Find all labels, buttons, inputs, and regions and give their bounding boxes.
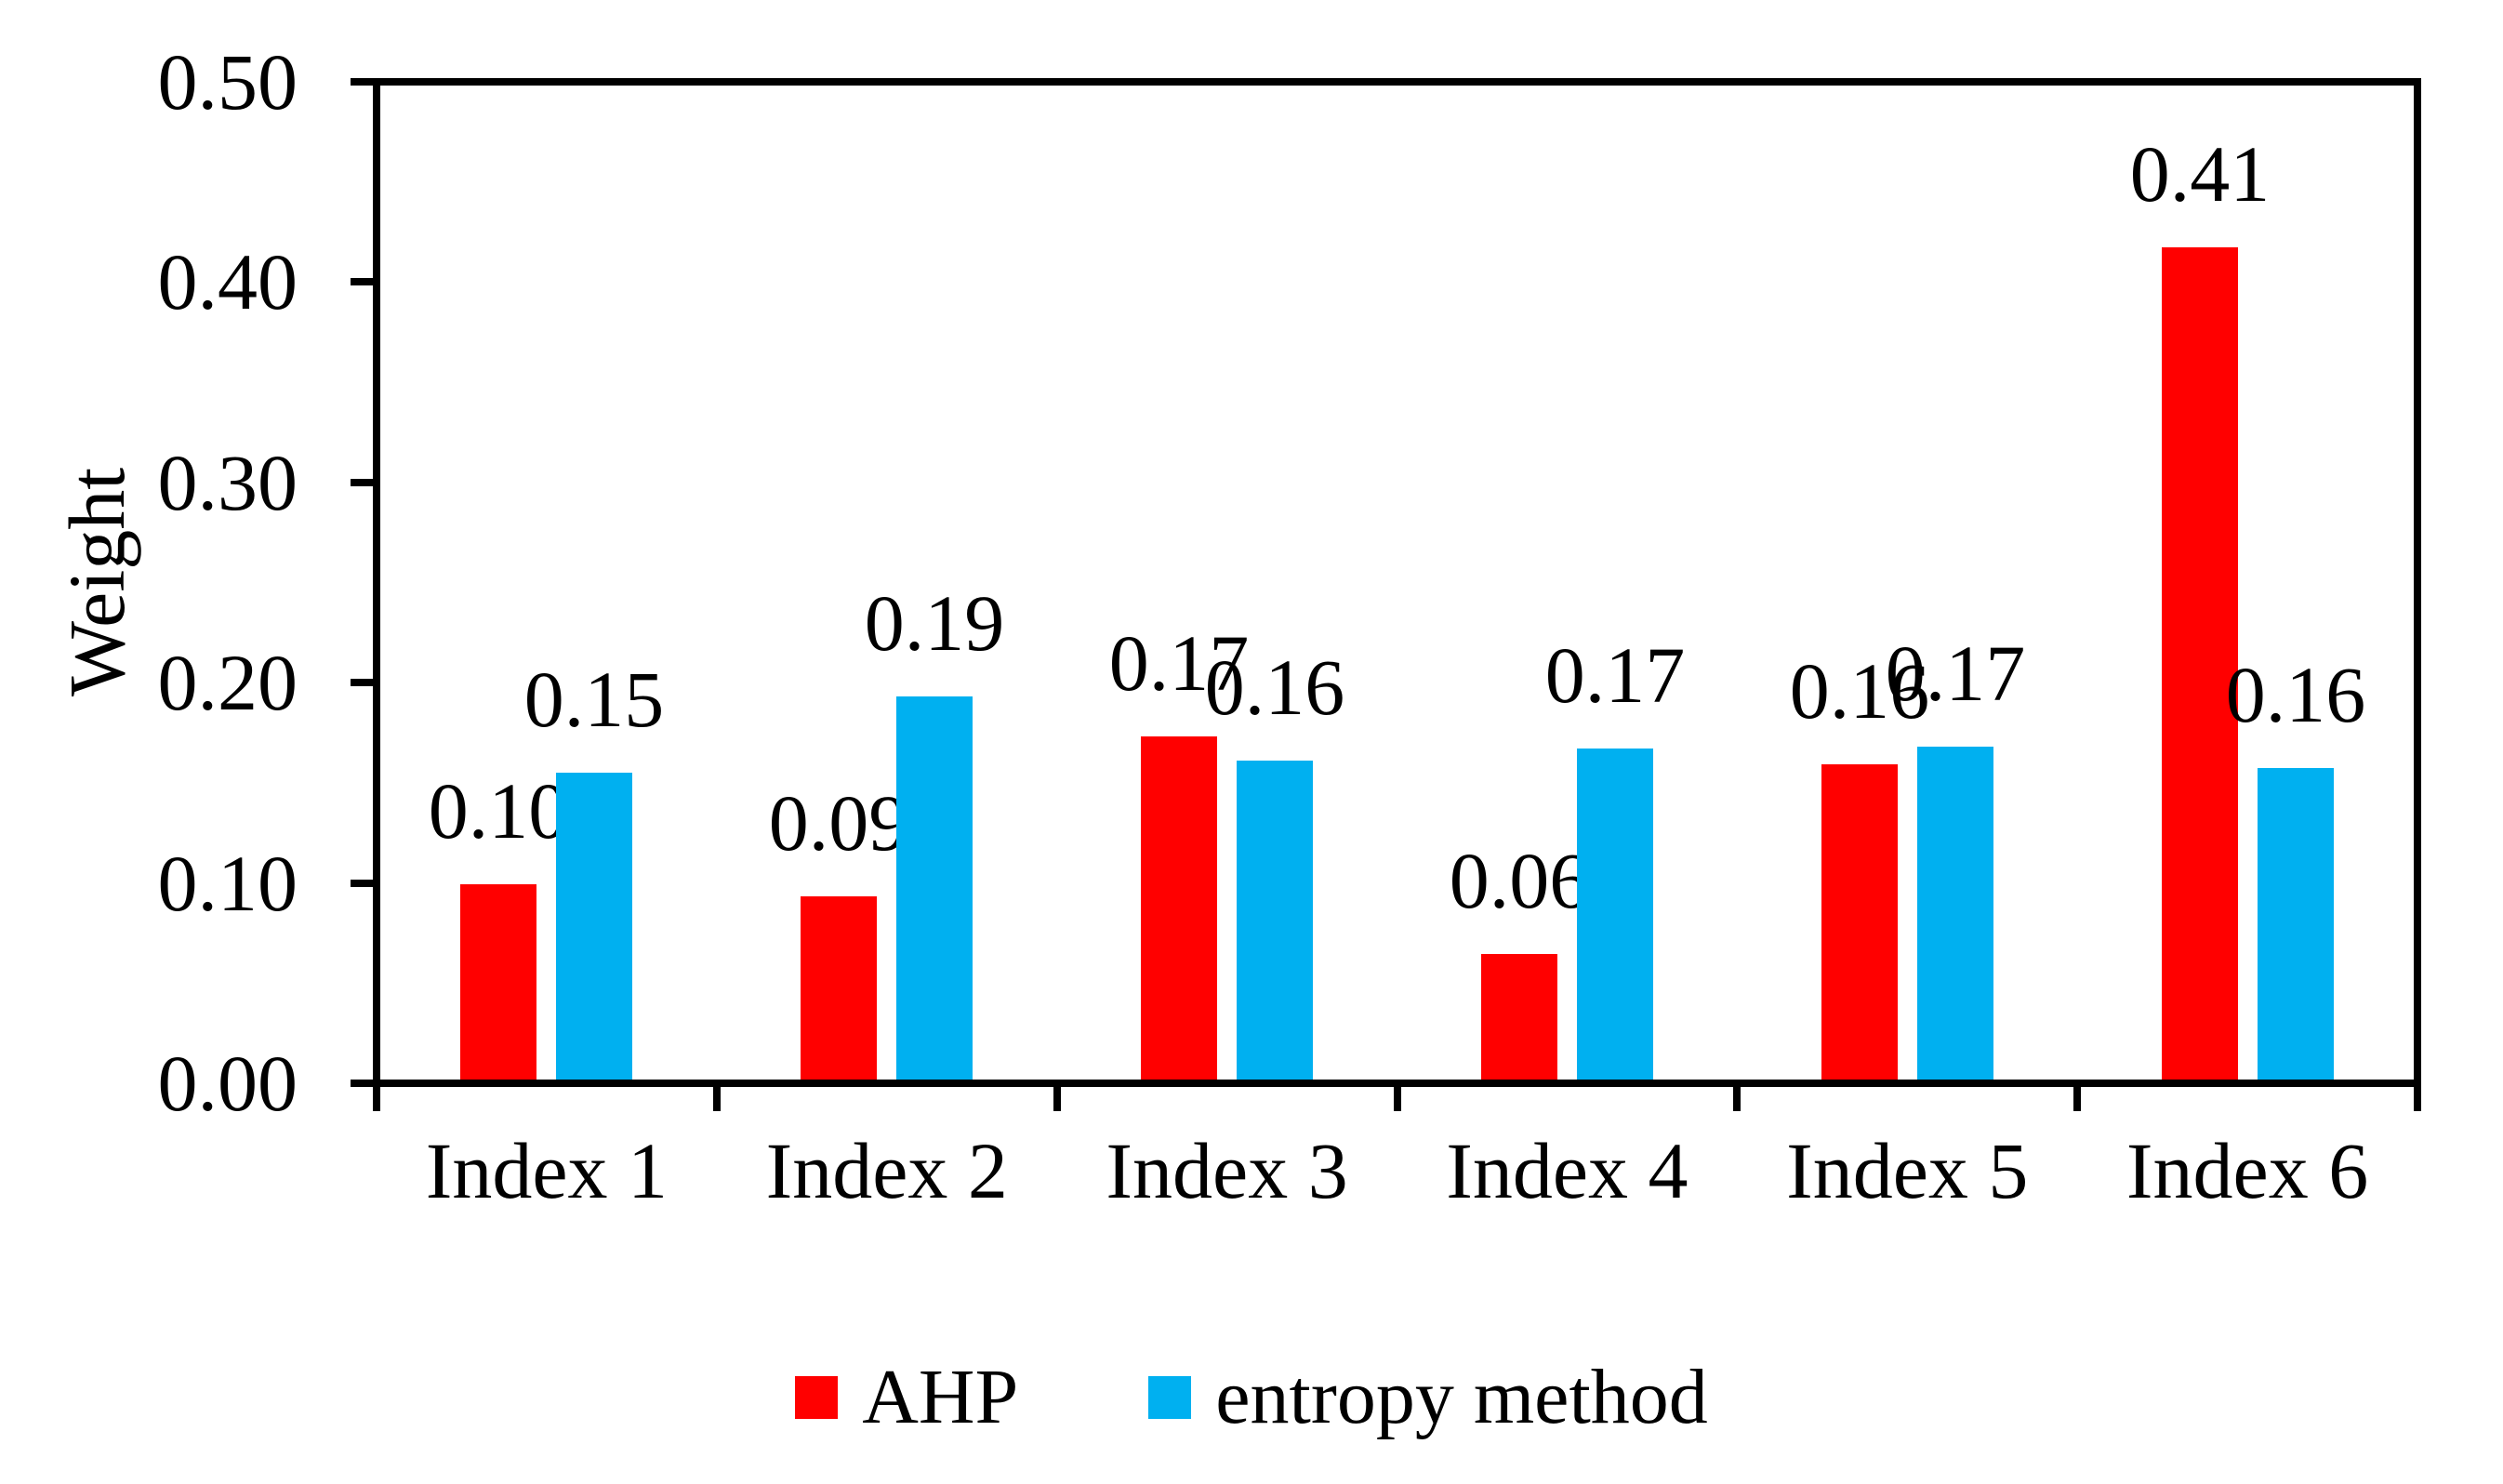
x-axis-tick	[2073, 1087, 2082, 1111]
legend-item-ahp: AHP	[795, 1358, 1018, 1437]
x-axis-tick	[2414, 1087, 2421, 1111]
bar-value-label: 0.41	[2129, 129, 2271, 219]
plot-area: 0.10 0.15 0.09 0.19 0.17 0.16 0.06 0.17 0.16 0.17…	[380, 82, 2414, 1080]
bar-value-label: 0.17	[1885, 629, 2026, 718]
y-axis-tick-label: 0.20	[157, 638, 298, 728]
bar-entropy-2	[896, 696, 973, 1080]
y-axis-tick	[351, 1080, 373, 1087]
legend: AHP entropy method	[0, 1356, 2503, 1439]
legend-item-entropy-method: entropy method	[1148, 1358, 1708, 1437]
x-axis-category-label: Index 1	[425, 1126, 669, 1215]
x-axis-tick	[712, 1087, 721, 1111]
bar-ahp-4	[1481, 954, 1557, 1080]
legend-label-ahp: AHP	[862, 1354, 1019, 1440]
x-axis-tick	[1393, 1087, 1401, 1111]
y-axis-tick-label: 0.50	[157, 37, 298, 126]
y-axis-tick-label: 0.10	[157, 838, 298, 928]
bar-value-label: 0.10	[428, 766, 569, 855]
bar-ahp-2	[801, 896, 877, 1080]
bar-entropy-3	[1237, 761, 1313, 1080]
x-axis-tick	[373, 1087, 380, 1111]
bar-entropy-1	[556, 773, 632, 1080]
y-axis-tick-label: 0.00	[157, 1039, 298, 1128]
x-axis-category-label: Index 3	[1106, 1126, 1348, 1215]
y-axis-tick	[351, 679, 373, 687]
x-axis-category-label: Index 6	[2126, 1126, 2369, 1215]
x-axis-tick	[1053, 1087, 1061, 1111]
x-axis-category-label: Index 5	[1786, 1126, 2029, 1215]
legend-swatch-entropy-method	[1148, 1376, 1192, 1419]
x-axis-tick	[1733, 1087, 1742, 1111]
x-axis-category-label: Index 4	[1446, 1126, 1689, 1215]
x-axis-category-label: Index 2	[765, 1126, 1008, 1215]
y-axis-tick	[351, 879, 373, 887]
y-axis-tick-label: 0.40	[157, 237, 298, 327]
legend-label-entropy-method: entropy method	[1215, 1354, 1708, 1440]
y-axis-tick-label: 0.30	[157, 437, 298, 527]
y-axis-tick	[351, 478, 373, 486]
bar-value-label: 0.19	[864, 578, 1005, 668]
bar-value-label: 0.06	[1449, 836, 1590, 925]
bar-entropy-6	[2258, 768, 2334, 1080]
bar-value-label: 0.17	[1544, 630, 1686, 720]
bar-value-label: 0.15	[523, 655, 665, 744]
bar-ahp-1	[460, 884, 536, 1080]
bar-ahp-5	[1821, 764, 1898, 1080]
y-axis-tick	[351, 78, 373, 86]
bar-value-label: 0.16	[2225, 650, 2366, 739]
plot-area-border	[373, 78, 2421, 1087]
bar-ahp-3	[1141, 736, 1217, 1080]
legend-swatch-ahp	[795, 1376, 839, 1419]
bar-value-label: 0.09	[768, 778, 909, 868]
bar-value-label: 0.16	[1789, 646, 1930, 735]
bar-entropy-4	[1577, 749, 1653, 1080]
bar-value-label: 0.17	[1108, 618, 1250, 708]
y-axis-tick	[351, 278, 373, 286]
bar-entropy-5	[1917, 747, 1993, 1080]
bar-ahp-6	[2162, 247, 2238, 1080]
bar-value-label: 0.16	[1204, 643, 1345, 732]
